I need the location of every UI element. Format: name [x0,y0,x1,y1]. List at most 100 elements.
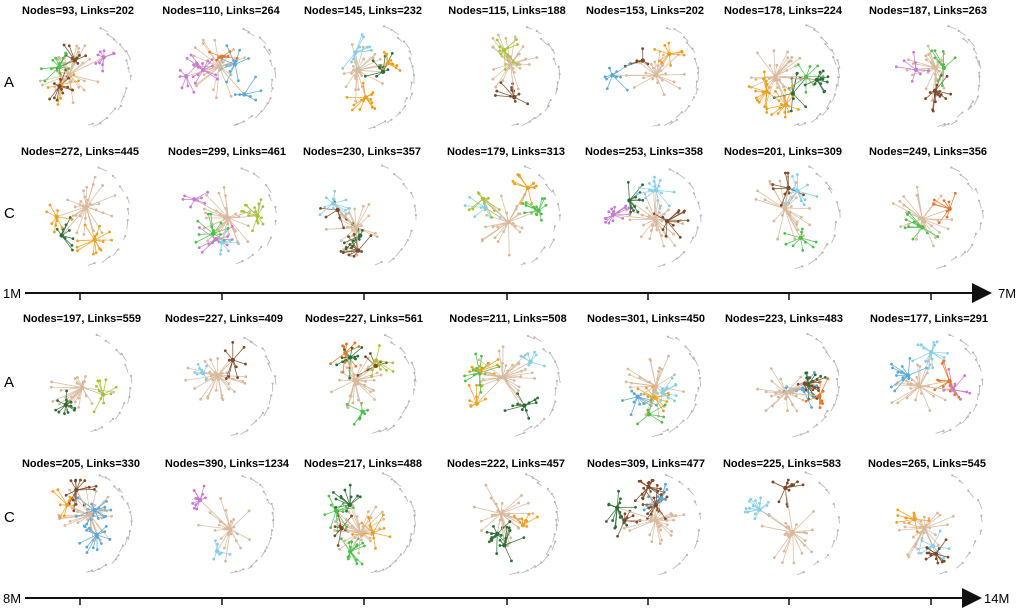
network-link [931,351,945,358]
network-node [516,402,520,406]
network-node [665,400,669,404]
isolated-node [552,238,555,241]
network-node [97,506,101,510]
isolated-node [400,248,403,251]
network-link [68,60,76,75]
network-node [96,53,100,57]
network-node [642,508,646,512]
network-link [94,226,100,241]
network-link [468,385,478,404]
network-node [85,545,89,549]
network-link [655,514,684,521]
network-node [519,354,523,358]
network-node [380,510,384,514]
network-link [785,383,806,394]
isolated-node [413,514,416,517]
network-link [818,378,829,397]
isolated-node [950,166,953,169]
isolated-node [97,166,100,169]
network-node [77,396,80,400]
network-node [816,386,820,390]
network-node [76,510,79,514]
network-node [760,524,764,528]
network-link [934,75,948,92]
isolated-node [977,393,980,396]
network-node [523,368,527,371]
network-node [787,191,791,195]
isolated-link [819,482,826,489]
network-link [326,227,357,230]
network-node [630,381,633,385]
network-node [753,517,757,521]
network-node [907,211,911,214]
network-node [511,363,515,367]
network-node [810,550,813,554]
isolated-node [682,419,685,422]
network-link [503,49,514,63]
network-node [645,206,649,210]
isolated-link [688,488,694,496]
network-node [682,210,686,214]
network-node [518,212,522,216]
network-hub-node [941,65,947,71]
network-node [632,400,636,404]
isolated-link [936,123,945,127]
isolated-node [235,570,238,573]
isolated-link [250,420,257,427]
network-link [79,534,97,544]
network-link [784,208,796,239]
network-node [915,237,918,241]
isolated-link [685,346,692,353]
network-node [496,358,500,361]
network-node [785,395,789,399]
network-node [215,96,218,100]
network-node [83,479,87,482]
isolated-node [125,59,128,62]
network-node [532,181,535,185]
network-link [660,484,667,499]
isolated-link [271,79,273,87]
network-node [897,528,901,532]
network-node [219,252,222,256]
network-node [48,203,52,207]
network-node [682,53,686,57]
network-node [660,61,664,64]
network-node [56,399,60,403]
isolated-node [123,401,126,405]
network-node [110,238,114,242]
network-link [629,374,657,387]
network-node [213,528,217,532]
isolated-node [381,164,384,167]
network-link [216,550,231,555]
network-node [501,79,505,82]
network-link [200,375,219,400]
network-link [662,392,677,397]
network-link [527,187,532,204]
network-link [923,528,937,555]
network-hub-node [512,94,517,100]
network-node [224,194,227,197]
isolated-link [523,426,532,432]
network-node [907,58,910,62]
network-node [97,202,101,206]
network-link [649,219,656,239]
isolated-node [517,571,520,574]
isolated-node [264,355,268,358]
isolated-node [113,485,116,488]
isolated-node [676,257,679,260]
caption-row-a-2: Nodes=197, Links=559 Nodes=227, Links=40… [23,313,988,325]
isolated-node [542,348,545,351]
network-node [90,402,94,405]
network-node [659,398,663,402]
network-node [338,547,342,551]
isolated-node [252,172,256,175]
network-link [774,61,789,77]
isolated-link [977,500,983,510]
isolated-node [558,72,561,76]
isolated-node [128,395,131,399]
isolated-node [375,570,378,573]
network-node [929,553,933,557]
network-node [246,240,250,244]
network-link [212,217,229,225]
network-node [112,390,115,394]
